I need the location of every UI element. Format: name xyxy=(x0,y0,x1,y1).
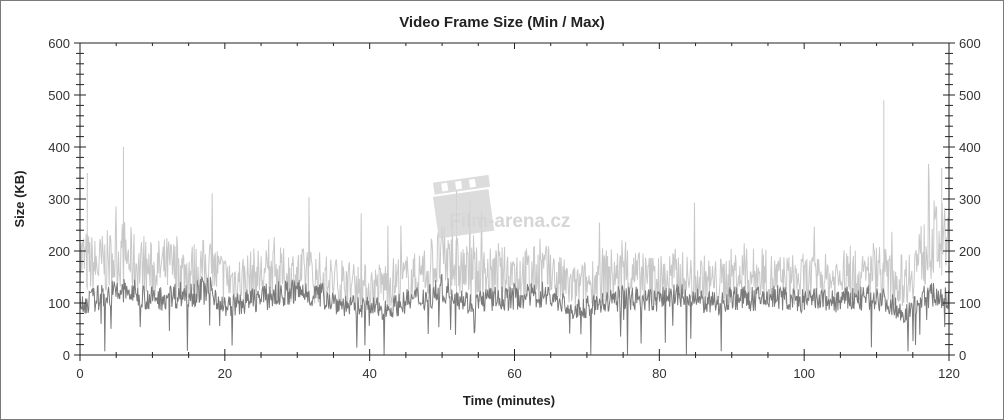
y-axis-label: Size (KB) xyxy=(12,170,27,227)
x-tick-label: 80 xyxy=(652,366,666,381)
clapperboard-icon xyxy=(432,174,495,239)
watermark-text: Film-arena.cz xyxy=(449,211,570,232)
x-tick-label: 20 xyxy=(218,366,232,381)
y-tick-label-left: 300 xyxy=(48,192,70,207)
y-tick-label-right: 100 xyxy=(959,296,981,311)
series-min-line xyxy=(79,273,950,355)
x-axis-label: Time (minutes) xyxy=(463,393,555,408)
y-tick-label-right: 300 xyxy=(959,192,981,207)
x-tick-label: 40 xyxy=(362,366,376,381)
y-tick-label-left: 100 xyxy=(48,296,70,311)
y-tick-label-right: 400 xyxy=(959,140,981,155)
y-tick-label-right: 0 xyxy=(959,348,966,363)
x-tick-label: 60 xyxy=(507,366,521,381)
series-max-line xyxy=(79,163,950,311)
y-tick-label-left: 600 xyxy=(48,36,70,51)
y-tick-label-left: 400 xyxy=(48,140,70,155)
x-tick-label: 0 xyxy=(76,366,83,381)
y-tick-label-left: 500 xyxy=(48,88,70,103)
x-tick-label: 100 xyxy=(793,366,815,381)
y-tick-label-right: 200 xyxy=(959,244,981,259)
y-tick-label-right: 600 xyxy=(959,36,981,51)
watermark: Film-arena.cz xyxy=(432,174,570,239)
y-tick-label-left: 200 xyxy=(48,244,70,259)
x-tick-label: 120 xyxy=(938,366,960,381)
y-tick-label-left: 0 xyxy=(63,348,70,363)
y-tick-label-right: 500 xyxy=(959,88,981,103)
chart-title: Video Frame Size (Min / Max) xyxy=(399,14,605,31)
